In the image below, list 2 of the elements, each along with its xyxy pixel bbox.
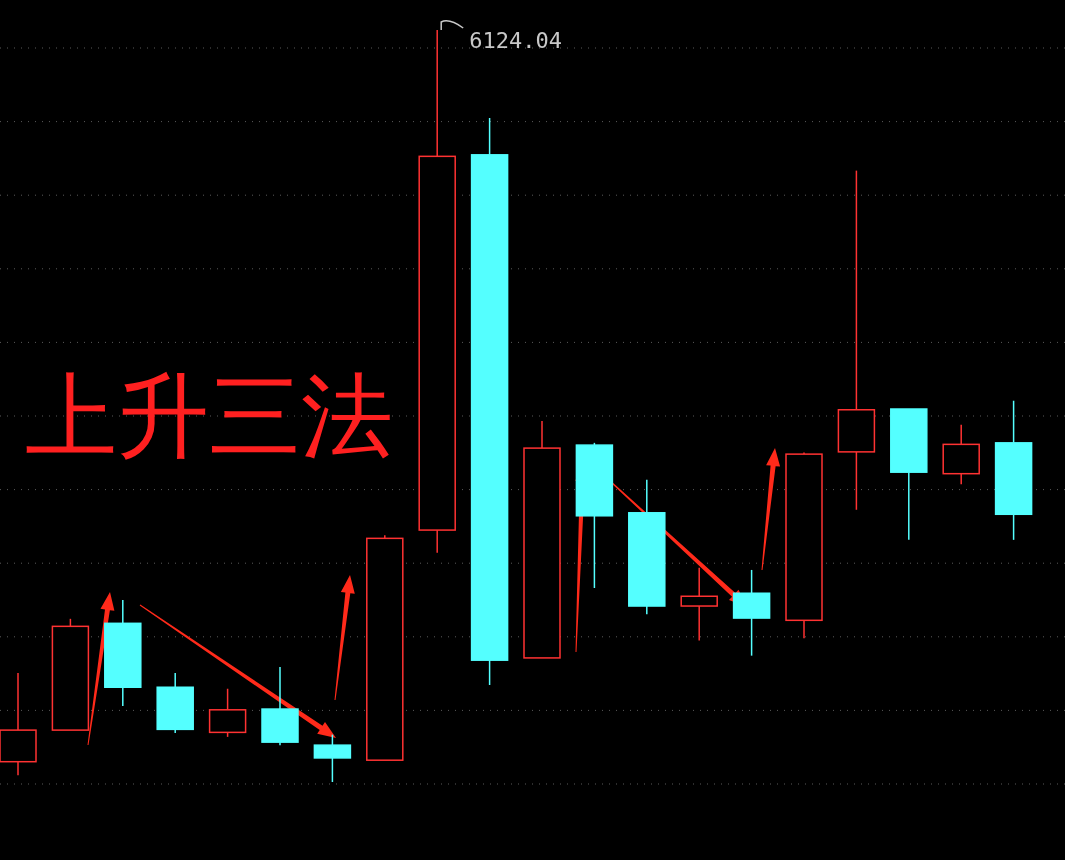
- annotation: 6124.04: [469, 28, 562, 53]
- annotation: 上升三法: [25, 363, 393, 470]
